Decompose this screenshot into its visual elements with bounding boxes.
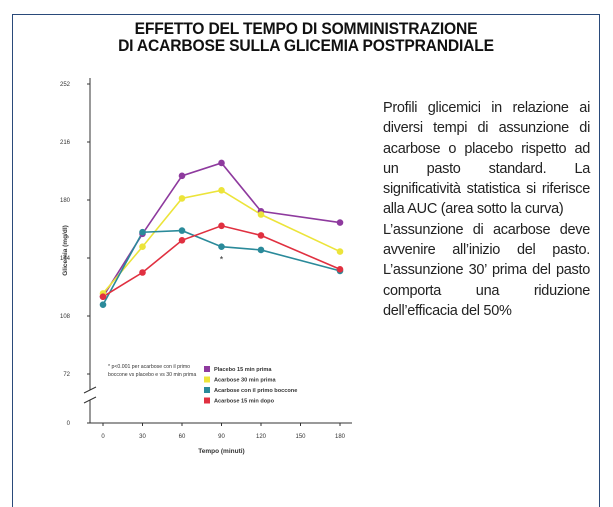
series-line: [102, 224, 341, 298]
data-point: [218, 187, 225, 194]
data-point: [99, 301, 107, 309]
data-point: [218, 222, 225, 230]
y-axis-label: Glicemia (mg/dl): [62, 225, 69, 276]
x-tick-label: 60: [179, 434, 186, 440]
title: EFFETTO DEL TEMPO DI SOMMINISTRAZIONE DI…: [12, 20, 600, 54]
paragraph: L’assunzione di acarbose deve avvenire a…: [383, 221, 590, 319]
x-tick-label: 180: [335, 434, 346, 440]
data-point: [178, 227, 186, 234]
data-point: [218, 243, 225, 251]
caption: Profili glicemici in relazione ai divers…: [383, 98, 590, 321]
paragraph: Profili glicemici in relazione ai divers…: [383, 100, 590, 218]
legend-label: Acarbose con il primo boccone: [214, 388, 297, 394]
legend-swatch: [204, 387, 210, 393]
x-axis-label: Tempo (minuti): [198, 448, 244, 455]
y-tick-label: 180: [60, 198, 71, 204]
data-point: [257, 232, 265, 239]
note-box: * p<0.001 per acarbose con il primo bocc…: [108, 364, 197, 378]
title-line: DI ACARBOSE SULLA GLICEMIA POSTPRANDIALE: [118, 36, 494, 55]
x-tick-label: 30: [139, 434, 146, 440]
data-point: [257, 211, 265, 218]
data-point: [99, 293, 107, 300]
data-point: [218, 159, 225, 167]
legend-label: Placebo 15 min prima: [214, 367, 272, 373]
x-tick-label: 150: [295, 434, 306, 440]
y-tick-label: 252: [60, 82, 71, 88]
y-tick-label: 144: [60, 256, 71, 262]
frame: [12, 14, 600, 507]
data-point: [139, 228, 146, 236]
axis-break: [83, 396, 97, 404]
x-tick-label: 90: [218, 434, 225, 440]
series-line: [102, 189, 341, 294]
y-tick-label: 72: [63, 372, 70, 378]
data-point: [336, 265, 344, 273]
y-tick-label: 108: [60, 314, 71, 320]
y-tick-label: 0: [67, 421, 71, 427]
data-point: [178, 195, 186, 202]
significance-marker: *: [220, 255, 224, 265]
data-point: [257, 246, 265, 254]
x-tick-label: 120: [256, 434, 267, 440]
legend-swatch: [204, 397, 210, 404]
series-line: [102, 162, 341, 298]
x-tick-label: 0: [101, 434, 105, 440]
data-point: [336, 248, 344, 255]
title-line: EFFETTO DEL TEMPO DI SOMMINISTRAZIONE: [134, 19, 478, 38]
data-point: [139, 269, 146, 276]
data-point: [139, 243, 146, 251]
legend-swatch: [204, 366, 210, 372]
note: * p<0.001 per acarbose con il primo bocc…: [108, 364, 197, 378]
legend-label: Acarbose 30 min prima: [214, 378, 276, 384]
legend-swatch: [204, 376, 210, 383]
data-point: [178, 172, 186, 180]
series-line: [102, 229, 341, 306]
data-point: [178, 236, 186, 244]
axis-break: [83, 386, 97, 394]
legend-label: Acarbose 15 min dopo: [214, 399, 275, 405]
data-point: [336, 219, 344, 226]
y-tick-label: 216: [60, 140, 71, 146]
